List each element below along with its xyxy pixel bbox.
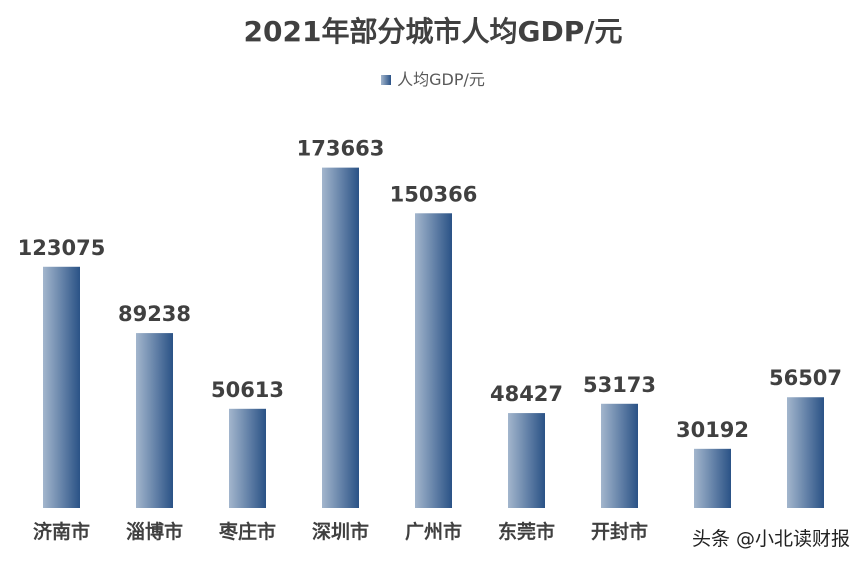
data-label-3: 50613 xyxy=(211,378,284,402)
bar-6 xyxy=(508,413,545,508)
data-label-6: 48427 xyxy=(490,382,563,406)
bar-8 xyxy=(694,448,731,508)
chart-title: 2021年部分城市人均GDP/元 xyxy=(243,15,623,48)
category-label-1: 济南市 xyxy=(33,520,90,543)
data-label-5: 150366 xyxy=(390,182,478,206)
data-label-2: 89238 xyxy=(118,302,191,326)
category-label-5: 广州市 xyxy=(405,520,462,543)
bar-2 xyxy=(136,333,173,508)
category-label-3: 枣庄市 xyxy=(218,520,276,543)
bar-5 xyxy=(415,213,452,508)
data-label-7: 53173 xyxy=(583,373,656,397)
watermark: 头条 @小北读财报 xyxy=(691,524,850,551)
legend-label: 人均GDP/元 xyxy=(397,70,485,89)
bar-7 xyxy=(601,403,638,508)
data-label-4: 173663 xyxy=(297,137,385,161)
legend: 人均GDP/元 xyxy=(0,66,866,90)
data-label-1: 123075 xyxy=(18,236,106,260)
data-label-8: 30192 xyxy=(676,418,749,442)
category-label-7: 开封市 xyxy=(591,520,648,543)
bar-9 xyxy=(787,397,824,508)
bar-1 xyxy=(43,266,80,508)
bar-4 xyxy=(322,167,359,508)
legend-swatch xyxy=(381,75,392,85)
category-label-4: 深圳市 xyxy=(312,520,369,543)
category-label-6: 东莞市 xyxy=(498,520,555,543)
bar-3 xyxy=(229,408,266,508)
data-label-9: 56507 xyxy=(769,366,842,390)
category-label-2: 淄博市 xyxy=(126,520,183,543)
